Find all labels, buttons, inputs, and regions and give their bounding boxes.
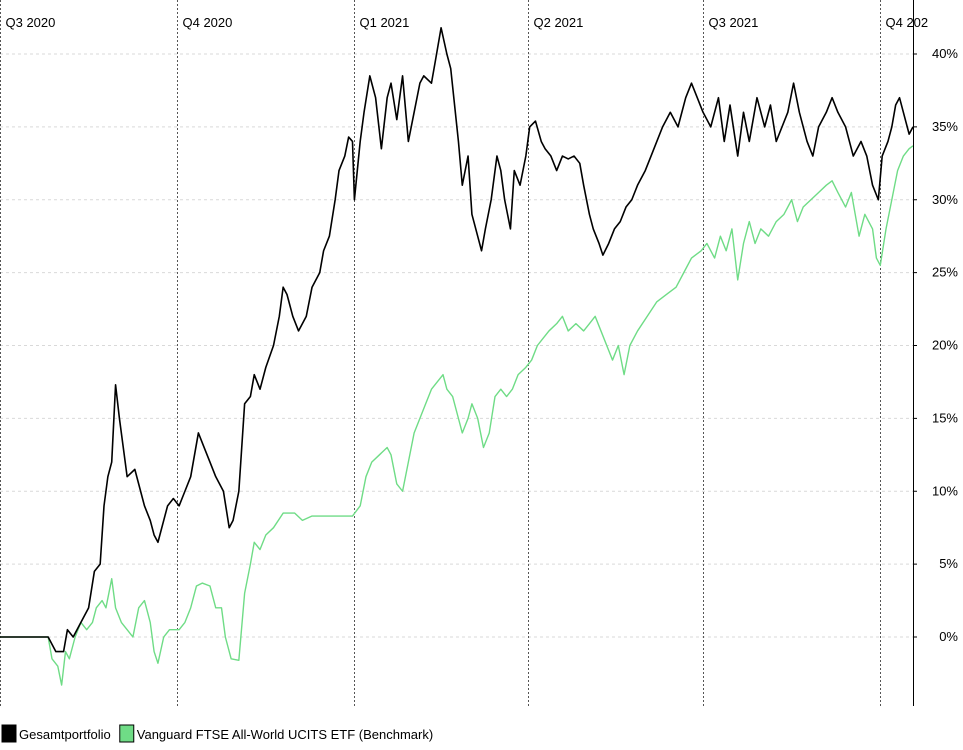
legend-swatch-benchmark	[119, 724, 135, 743]
legend-label: Vanguard FTSE All-World UCITS ETF (Bench…	[137, 727, 433, 742]
legend: Gesamtportfolio Vanguard FTSE All-World U…	[1, 724, 433, 743]
quarter-label: Q3 2021	[709, 15, 759, 30]
quarter-dividers: Q3 2020 Q4 2020 Q1 2021 Q2 2021 Q3 2021 Q4 20…	[0, 0, 929, 706]
y-tick-label: 25%	[932, 265, 958, 280]
legend-label: Gesamtportfolio	[19, 727, 111, 742]
y-tick-label: 40%	[932, 46, 958, 61]
y-tick-label: 10%	[932, 483, 958, 498]
quarter-label: Q2 2021	[534, 15, 584, 30]
legend-swatch-gesamtportfolio	[1, 724, 17, 743]
y-tick-label: 0%	[939, 629, 958, 644]
quarter-label: Q3 2020	[6, 15, 56, 30]
y-axis: 0% 5% 10% 15% 20% 25% 30% 35% 40%	[913, 0, 958, 706]
series-lines	[0, 26, 914, 686]
series-line-gesamtportfolio	[0, 26, 914, 653]
quarter-label: Q4 2020	[183, 15, 233, 30]
quarter-label: Q1 2021	[360, 15, 410, 30]
series-line-benchmark	[0, 145, 914, 686]
y-tick-label: 20%	[932, 338, 958, 353]
y-tick-label: 30%	[932, 192, 958, 207]
quarter-label: Q4 202	[886, 15, 929, 30]
y-tick-label: 5%	[939, 556, 958, 571]
y-tick-label: 35%	[932, 119, 958, 134]
y-tick-label: 15%	[932, 410, 958, 425]
